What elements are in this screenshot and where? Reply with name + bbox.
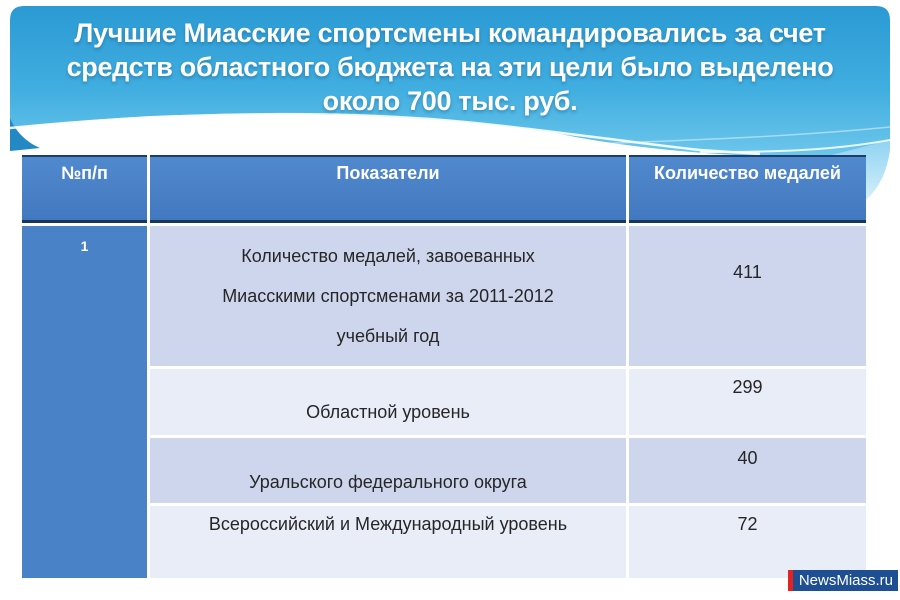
slide-title: Лучшие Миасские спортсмены командировали… xyxy=(66,18,834,116)
indicator-cell-total: Количество медалей, завоеванных Миасским… xyxy=(150,226,626,366)
indicator-cell-regional: Областной уровень xyxy=(150,369,626,435)
table-header-indicators: Показатели xyxy=(150,155,626,223)
value-cell-national-international: 72 xyxy=(629,506,866,578)
value-cell-regional: 299 xyxy=(629,369,866,435)
indicator-cell-ural-district: Уральского федерального округа xyxy=(150,438,626,503)
row-number-cell: 1 xyxy=(22,226,147,578)
table-header-number: №п/п xyxy=(22,155,147,223)
medals-table: №п/п Показатели Количество медалей 1 Кол… xyxy=(22,155,866,578)
newsmiass-watermark-link[interactable]: NewsMiass.ru xyxy=(787,570,898,591)
table-header-medal-count: Количество медалей xyxy=(629,155,866,223)
value-cell-ural-district: 40 xyxy=(629,438,866,503)
indicator-cell-national-international: Всероссийский и Международный уровень xyxy=(150,506,626,578)
value-cell-total: 411 xyxy=(629,226,866,366)
